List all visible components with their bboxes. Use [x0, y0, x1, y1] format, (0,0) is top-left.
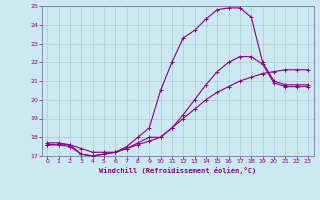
X-axis label: Windchill (Refroidissement éolien,°C): Windchill (Refroidissement éolien,°C) [99, 167, 256, 174]
